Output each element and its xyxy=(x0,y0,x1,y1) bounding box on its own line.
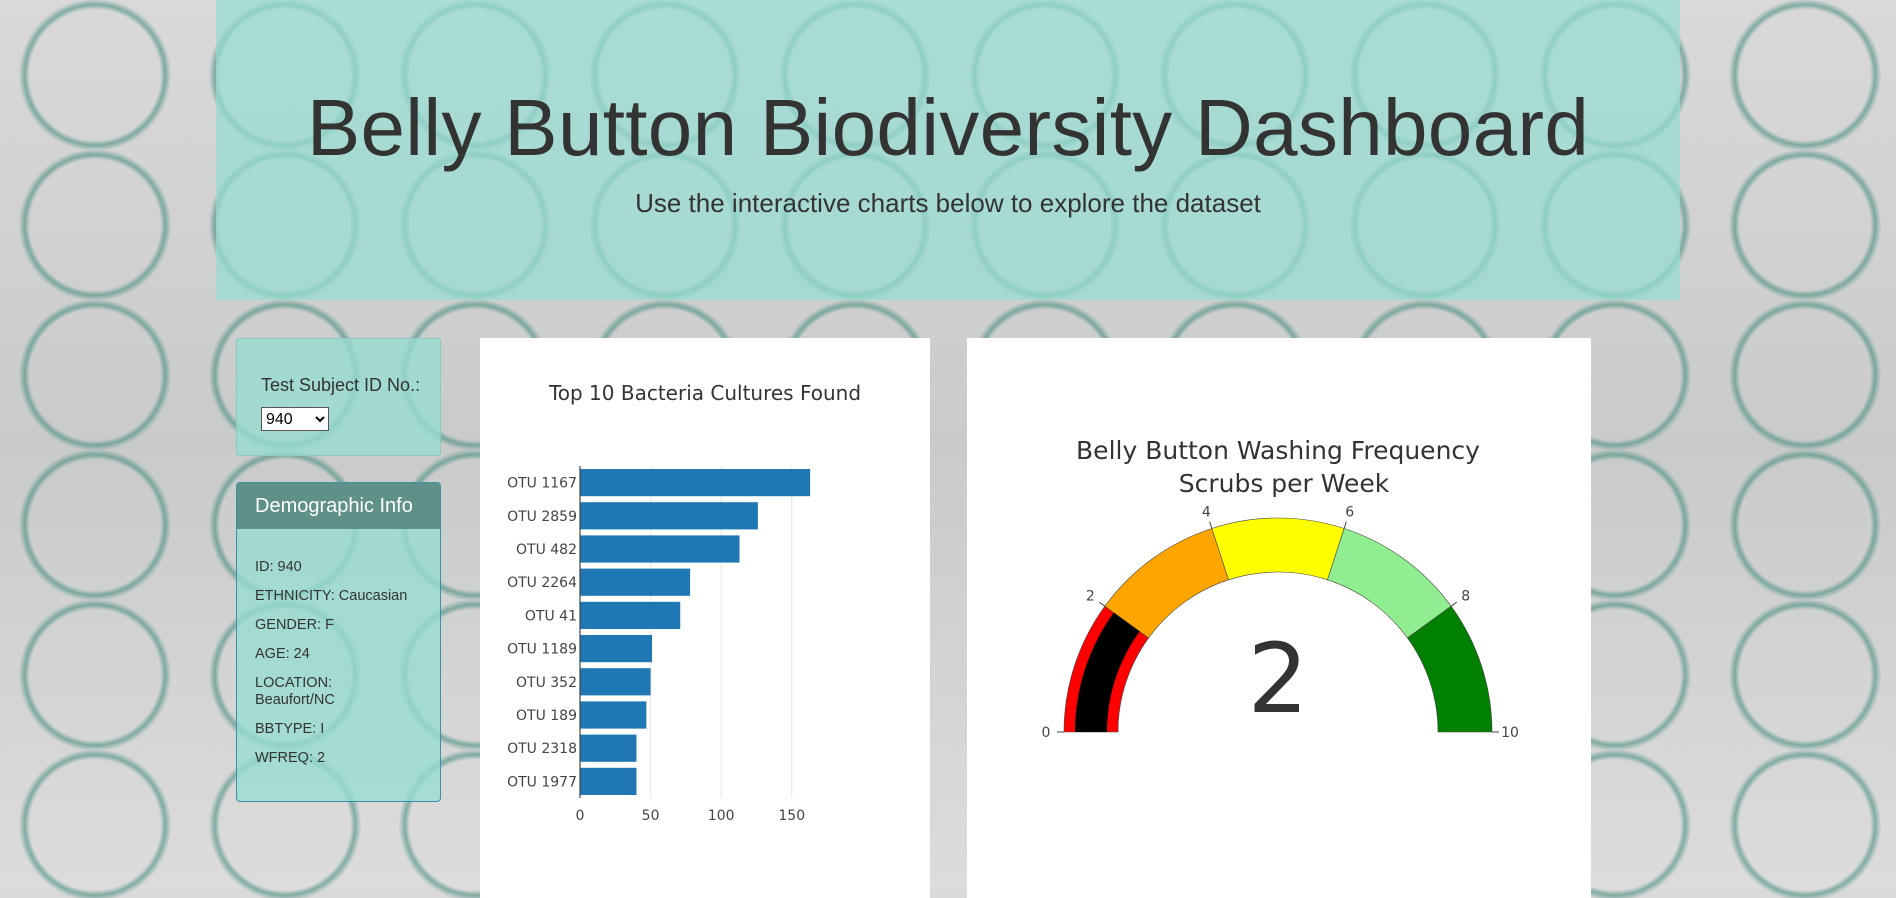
subject-id-label: Test Subject ID No.: xyxy=(261,375,421,395)
gauge-value-bar xyxy=(1075,612,1140,732)
gauge-chart-card: Belly Button Washing Frequency Scrubs per… xyxy=(967,338,1591,898)
subject-selector-panel: Test Subject ID No.: 940 xyxy=(236,338,441,456)
gauge-chart: Belly Button Washing Frequency Scrubs per… xyxy=(1042,436,1519,741)
page-title: Belly Button Biodiversity Dashboard xyxy=(306,83,1590,172)
bar-otu-2859[interactable] xyxy=(580,502,758,530)
gauge-step-arc xyxy=(1211,517,1345,581)
gauge-title: Belly Button Washing Frequency xyxy=(1076,436,1480,465)
gauge-tick-label: 0 xyxy=(1042,725,1051,741)
gauge-tick xyxy=(1450,601,1458,607)
header-jumbotron: Belly Button Biodiversity Dashboard Use … xyxy=(216,0,1680,300)
bar-chart-card: Top 10 Bacteria Cultures Found 0 50 100 150 O… xyxy=(480,338,930,898)
bar-y-tick-label: OTU 2264 xyxy=(507,575,577,591)
gauge-tick xyxy=(1343,521,1347,529)
demo-id: ID: 940 xyxy=(255,559,302,575)
bar-x-tick-label: 0 xyxy=(576,808,585,824)
bar-otu-2318[interactable] xyxy=(580,734,637,762)
demo-age: AGE: 24 xyxy=(255,646,310,662)
bar-y-tick-label: OTU 352 xyxy=(516,675,577,691)
gauge-tick-label: 2 xyxy=(1086,589,1095,605)
gauge-subtitle: Scrubs per Week xyxy=(1179,469,1390,498)
bar-y-tick-label: OTU 41 xyxy=(525,608,577,624)
gauge-tick xyxy=(1209,521,1213,529)
demographic-info-panel: Demographic Info ID: 940 ETHNICITY: Cauc… xyxy=(236,482,441,802)
bar-otu-482[interactable] xyxy=(580,535,740,563)
demographic-info-body: ID: 940 ETHNICITY: Caucasian GENDER: F A… xyxy=(237,529,440,767)
bar-chart: Top 10 Bacteria Cultures Found 0 50 100 150 O… xyxy=(507,381,861,824)
gauge-tick-label: 8 xyxy=(1461,589,1470,605)
bar-y-tick-label: OTU 1167 xyxy=(507,476,577,492)
bar-otu-1167[interactable] xyxy=(580,469,811,497)
gauge-value-number: 2 xyxy=(1247,623,1308,735)
bar-otu-352[interactable] xyxy=(580,668,651,696)
demographic-info-heading: Demographic Info xyxy=(237,483,440,529)
bar-otu-1189[interactable] xyxy=(580,635,652,663)
demo-ethnicity: ETHNICITY: Caucasian xyxy=(255,588,408,604)
gauge-tick-label: 10 xyxy=(1501,725,1519,741)
bar-x-tick-label: 50 xyxy=(642,808,660,824)
page-subtitle: Use the interactive charts below to expl… xyxy=(635,188,1261,218)
bar-y-tick-label: OTU 1189 xyxy=(507,642,577,658)
bar-y-tick-label: OTU 189 xyxy=(516,708,577,724)
demo-wfreq: WFREQ: 2 xyxy=(255,750,326,766)
bar-x-tick-label: 100 xyxy=(708,808,735,824)
bar-otu-41[interactable] xyxy=(580,601,681,629)
demo-gender: GENDER: F xyxy=(255,617,334,633)
bar-otu-2264[interactable] xyxy=(580,568,691,596)
bar-x-tick-label: 150 xyxy=(778,808,805,824)
bar-y-tick-label: OTU 2318 xyxy=(507,741,577,757)
bar-otu-1977[interactable] xyxy=(580,767,637,795)
gauge-tick xyxy=(1098,601,1106,607)
bar-chart-title: Top 10 Bacteria Cultures Found xyxy=(548,381,861,405)
subject-id-dropdown[interactable]: 940 xyxy=(261,407,329,431)
bar-y-tick-label: OTU 2859 xyxy=(507,509,577,525)
gauge-tick-label: 6 xyxy=(1345,504,1354,520)
bar-y-tick-label: OTU 1977 xyxy=(507,774,577,790)
demo-location: LOCATION: Beaufort/NC xyxy=(255,675,335,708)
bar-y-tick-label: OTU 482 xyxy=(516,542,577,558)
demo-bbtype: BBTYPE: I xyxy=(255,721,325,737)
bar-otu-189[interactable] xyxy=(580,701,647,729)
gauge-tick-label: 4 xyxy=(1202,504,1211,520)
